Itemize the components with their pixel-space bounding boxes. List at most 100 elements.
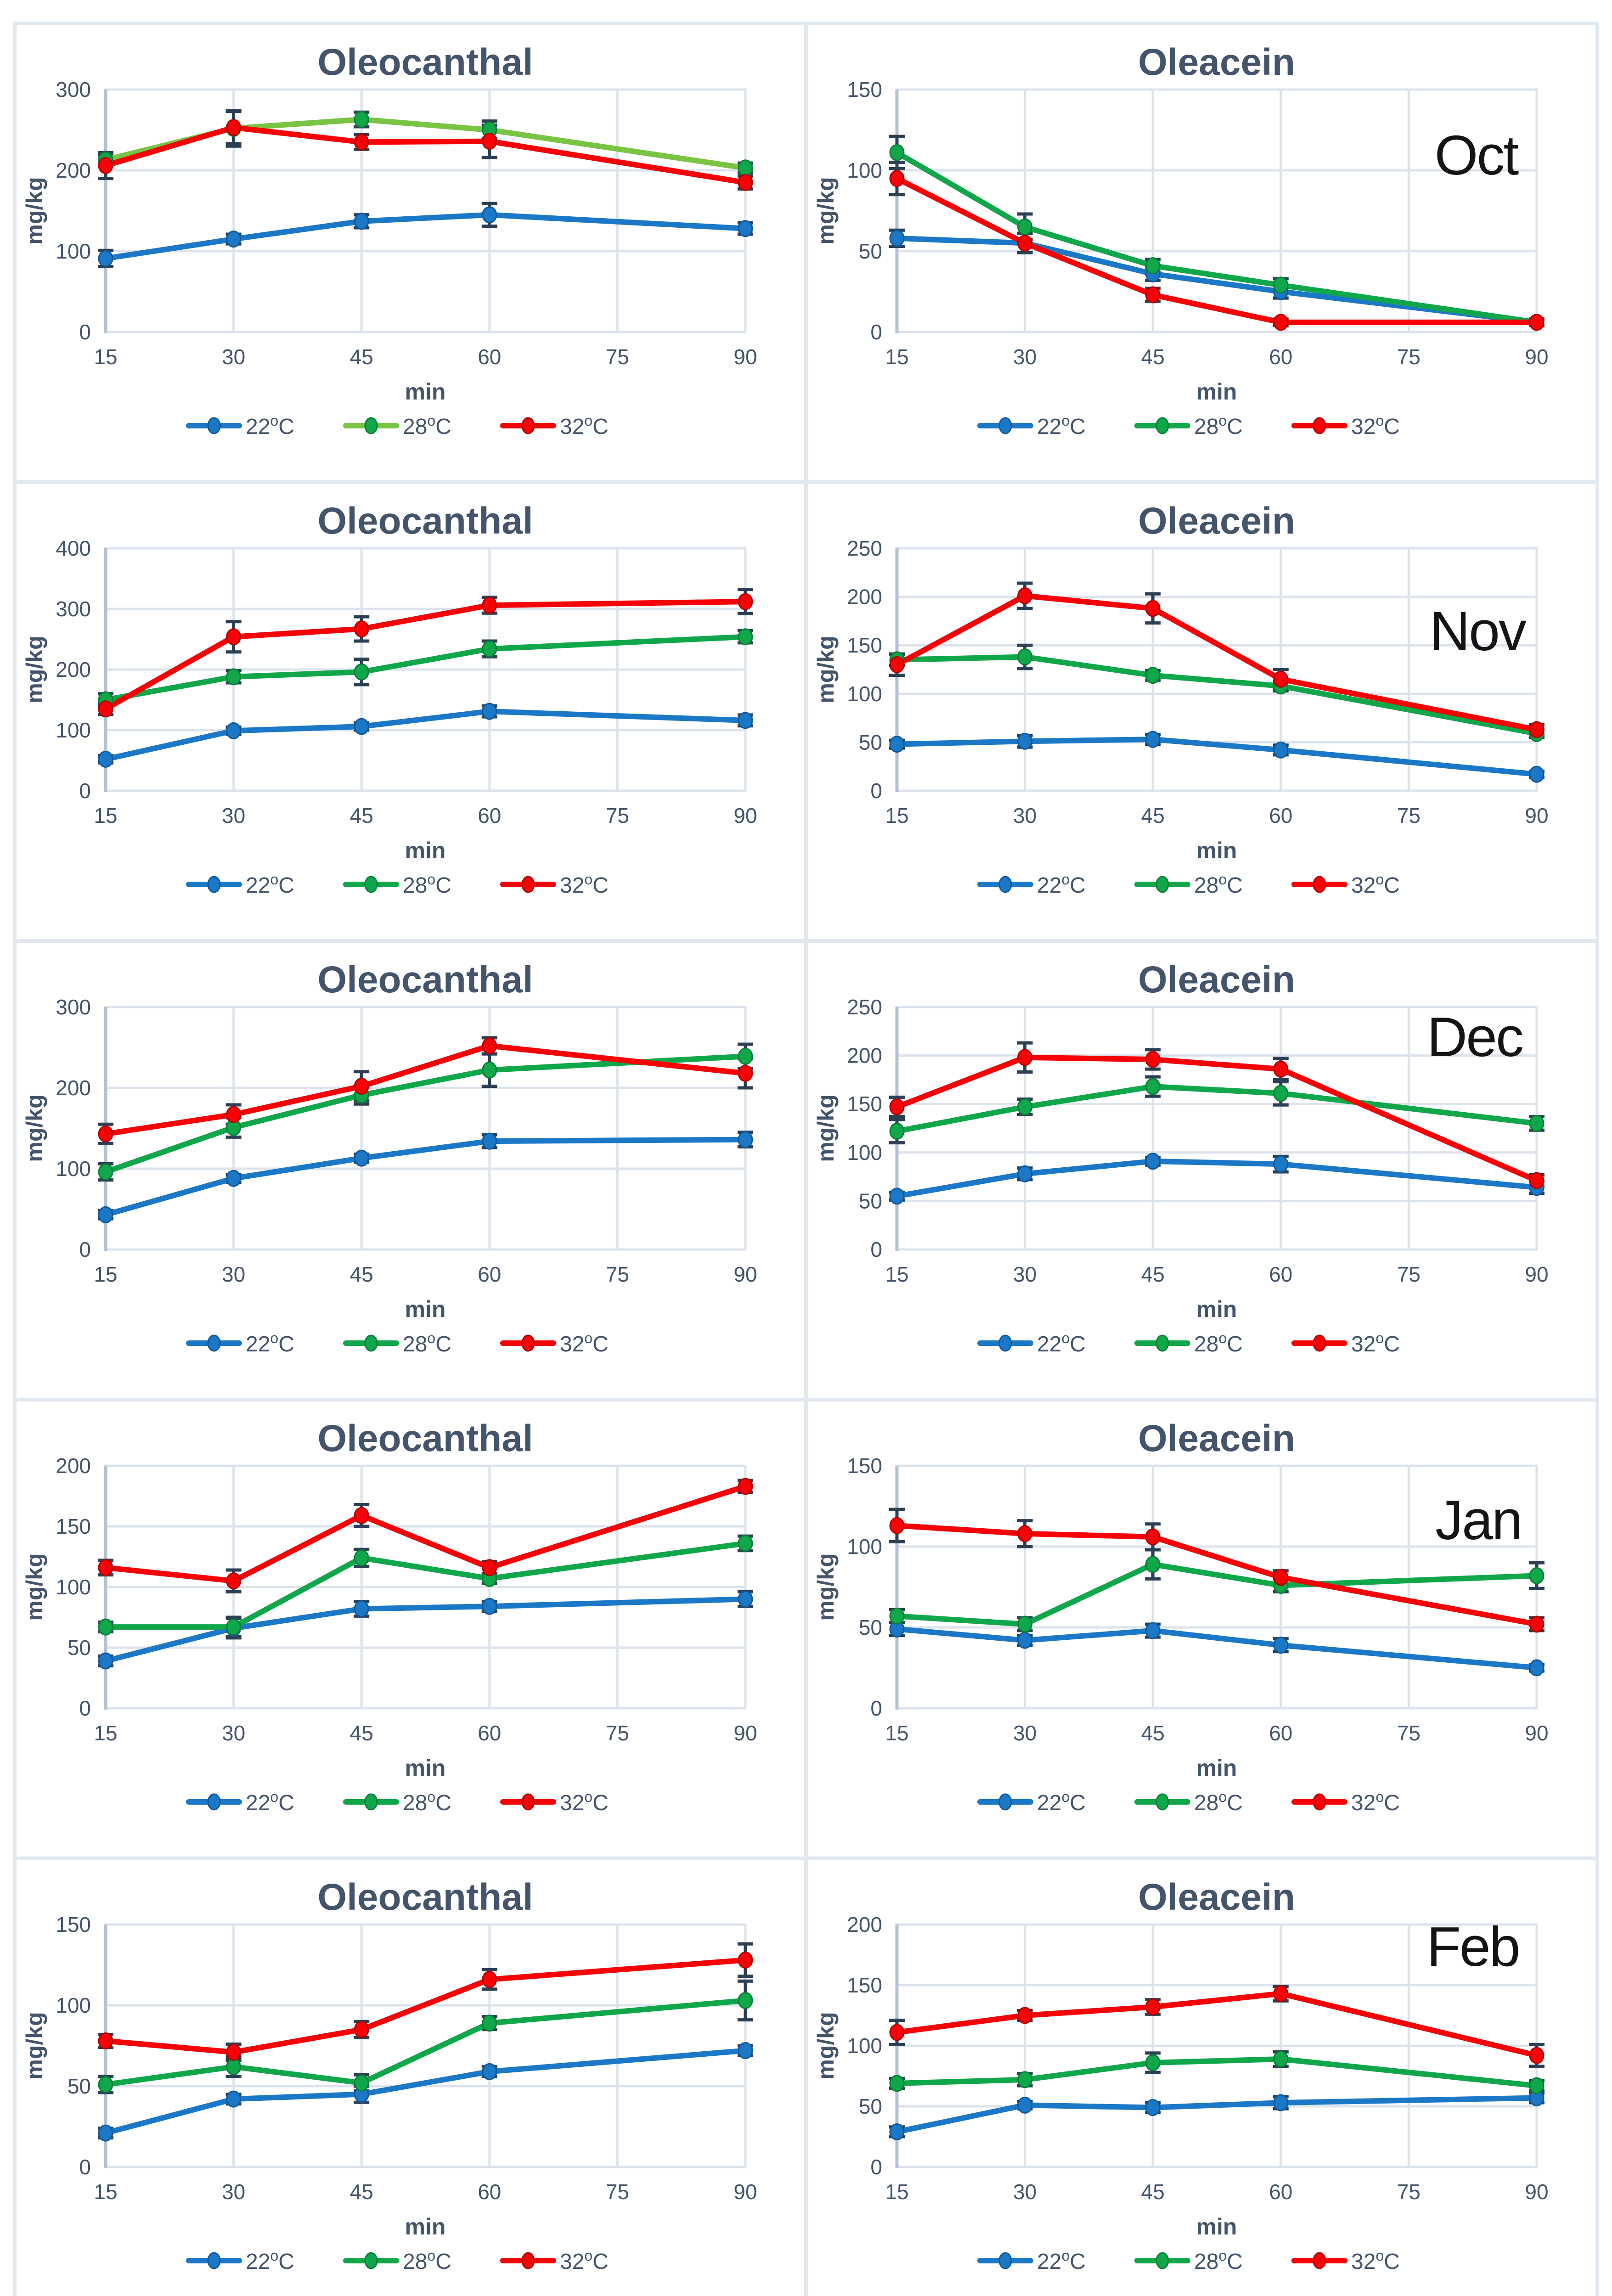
y-tick-label: 400: [56, 536, 91, 560]
x-tick-label: 45: [350, 2180, 373, 2204]
data-point-marker-32c: [354, 1507, 369, 1524]
x-axis-title: min: [1196, 838, 1237, 863]
legend-marker: [1155, 1334, 1169, 1352]
legend-marker: [364, 1334, 378, 1352]
chart-title: Oleacein: [1138, 41, 1295, 83]
chart-title: Oleacein: [1138, 1876, 1295, 1918]
y-tick-label: 100: [847, 1535, 882, 1559]
legend-item-22c: 22oC: [977, 2247, 1086, 2274]
data-point-marker-28c: [889, 2075, 905, 2092]
data-point-marker-32c: [1273, 1060, 1289, 1078]
chart-panel-oleacein-dec: 0 50 100 150 200 250 15 30 45 60 75 90 mg/kg min Oleac…: [808, 943, 1595, 1398]
data-point-marker-22c: [1145, 1153, 1161, 1170]
x-tick-label: 15: [885, 1262, 908, 1286]
data-point-marker-22c: [889, 2123, 905, 2140]
legend-label: 32oC: [560, 2247, 609, 2274]
y-axis-title: mg/kg: [22, 1094, 47, 1162]
legend-marker: [521, 2252, 535, 2269]
y-tick-label: 0: [79, 779, 91, 803]
data-point-marker-28c: [738, 159, 753, 177]
data-point-marker-32c: [226, 1572, 242, 1590]
data-point-marker-22c: [1273, 1155, 1289, 1173]
x-tick-label: 60: [1269, 804, 1292, 827]
error-bars-22c: [889, 1621, 1544, 1673]
data-point-marker-32c: [98, 2032, 113, 2049]
data-point-marker-32c: [1017, 587, 1033, 604]
error-bars-28c: [98, 1979, 753, 2094]
data-point-marker-28c: [1017, 2071, 1033, 2088]
x-tick-label: 30: [222, 1721, 245, 1745]
chart-oleacein-jan: 0 50 100 150 15 30 45 60 75 90 mg/kg min Oleacein Jan…: [813, 1418, 1549, 1815]
data-point-marker-28c: [98, 2076, 113, 2093]
y-tick-label: 100: [847, 1141, 882, 1165]
y-tick-label: 100: [847, 682, 882, 706]
y-tick-label: 200: [56, 1076, 91, 1100]
x-tick-label: 60: [478, 2180, 501, 2204]
legend-item-32c: 32oC: [500, 412, 609, 439]
x-tick-label: 60: [478, 804, 501, 827]
data-point-marker-22c: [354, 1600, 369, 1618]
data-point-marker-32c: [98, 157, 113, 174]
y-tick-label: 50: [859, 2094, 882, 2118]
legend-marker: [207, 876, 221, 893]
x-axis-title: min: [405, 379, 446, 405]
data-point-marker-32c: [226, 1106, 242, 1123]
y-tick-label: 250: [847, 536, 882, 560]
legend-marker: [521, 417, 535, 434]
data-point-marker-28c: [1273, 1085, 1289, 1102]
legend-label: 28oC: [1194, 1330, 1243, 1356]
data-point-marker-28c: [1529, 1567, 1544, 1584]
series-line-32c: [103, 599, 748, 712]
data-point-marker-22c: [1529, 765, 1544, 783]
legend-label: 28oC: [1194, 2247, 1243, 2274]
x-tick-label: 90: [733, 1262, 757, 1286]
x-tick-label: 30: [222, 804, 245, 827]
legend-marker: [998, 2252, 1012, 2269]
x-tick-label: 75: [606, 2180, 629, 2204]
legend-label: 22oC: [1037, 1789, 1086, 1815]
y-tick-label: 0: [870, 320, 882, 344]
data-point-marker-22c: [738, 1131, 753, 1148]
legend-label: 22oC: [1037, 871, 1086, 898]
legend-item-32c: 32oC: [1291, 871, 1400, 898]
error-bars-22c: [98, 202, 753, 268]
data-point-marker-22c: [98, 2124, 113, 2142]
data-point-marker-22c: [1529, 1659, 1544, 1677]
data-point-marker-32c: [889, 170, 905, 187]
x-axis-title: min: [1196, 2214, 1237, 2240]
x-tick-label: 45: [350, 1721, 373, 1745]
legend-label: 32oC: [560, 1789, 609, 1815]
legend-item-22c: 22oC: [977, 871, 1086, 898]
data-point-marker-28c: [1017, 1098, 1033, 1116]
data-point-marker-28c: [482, 640, 497, 658]
data-point-marker-28c: [482, 1061, 497, 1079]
legend-marker: [364, 417, 378, 434]
data-point-marker-32c: [1529, 2047, 1544, 2064]
series-line-22c: [894, 2095, 1539, 2135]
legend-marker: [1313, 2252, 1326, 2269]
x-tick-label: 15: [94, 345, 117, 369]
data-point-marker-32c: [1017, 1049, 1033, 1066]
data-point-marker-22c: [482, 2063, 497, 2080]
legend-marker: [207, 1793, 221, 1811]
data-point-marker-28c: [1145, 667, 1161, 684]
data-point-marker-32c: [354, 1077, 369, 1095]
data-point-marker-22c: [738, 220, 753, 237]
legend-label: 28oC: [403, 1789, 451, 1815]
data-point-marker-28c: [889, 1607, 905, 1625]
legend-label: 32oC: [560, 412, 609, 439]
data-point-marker-28c: [226, 2058, 242, 2076]
data-point-marker-22c: [738, 712, 753, 729]
data-point-marker-32c: [738, 1951, 753, 1969]
series-line-22c: [103, 1596, 748, 1664]
data-point-marker-28c: [1017, 1615, 1033, 1633]
data-point-marker-28c: [1273, 276, 1289, 294]
data-point-marker-22c: [482, 206, 497, 224]
legend-item-22c: 22oC: [186, 871, 294, 898]
error-bars-22c: [98, 1131, 753, 1221]
data-point-marker-32c: [1529, 314, 1544, 331]
data-point-marker-32c: [98, 700, 113, 718]
y-tick-label: 100: [847, 2034, 882, 2058]
data-point-marker-32c: [1017, 1525, 1033, 1542]
legend-label: 22oC: [246, 1330, 294, 1356]
